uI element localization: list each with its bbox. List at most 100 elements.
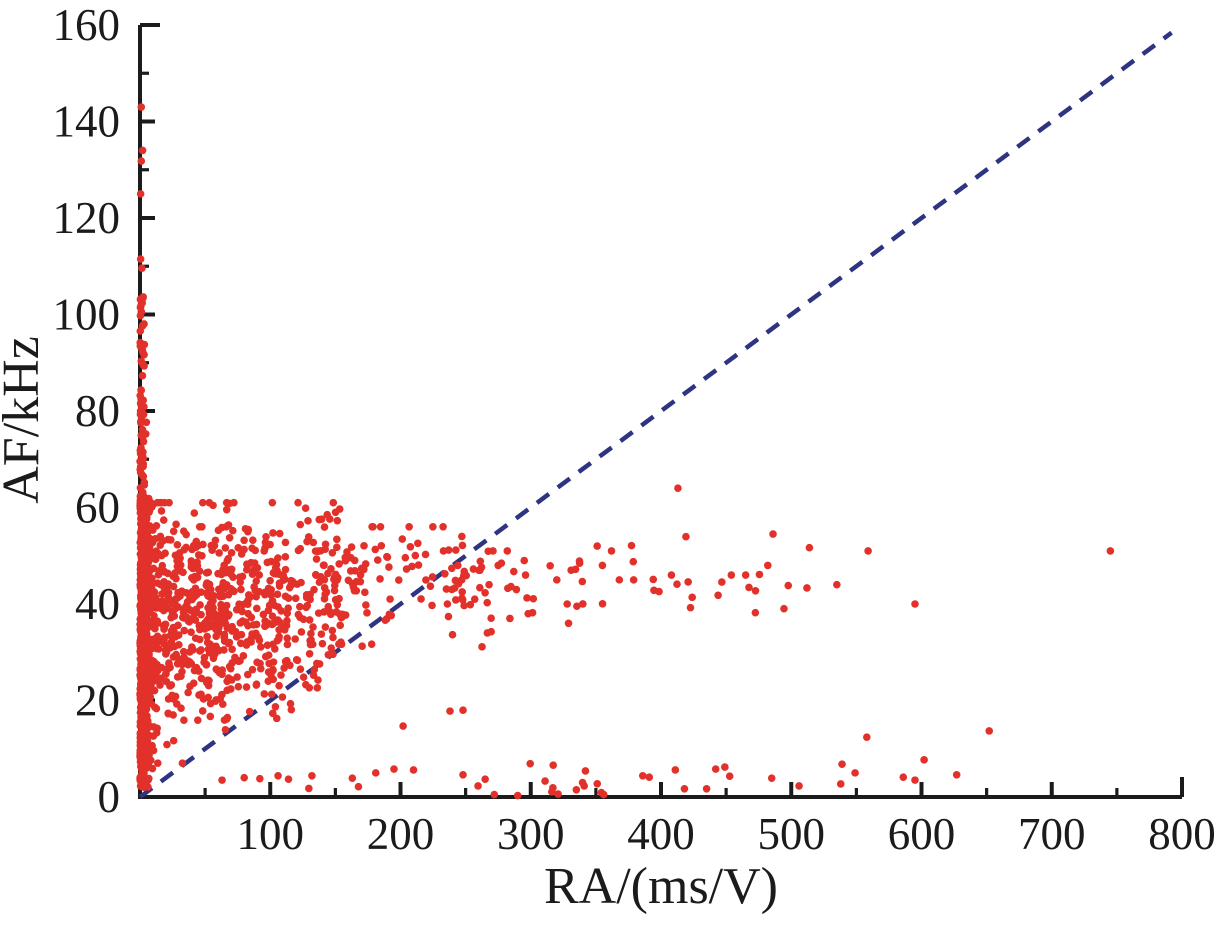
data-point xyxy=(193,716,202,724)
data-point xyxy=(333,600,342,609)
data-point xyxy=(442,585,451,593)
data-point xyxy=(271,645,279,653)
data-point xyxy=(156,580,165,589)
data-point xyxy=(221,544,230,552)
data-point xyxy=(275,570,284,579)
data-point xyxy=(318,639,327,648)
tick-labels-layer: 100 200 300 400 500 600 700 800 0 20 40 60 80 100 120 1… xyxy=(53,0,1216,859)
data-point xyxy=(277,671,285,679)
data-point xyxy=(202,589,211,597)
data-point xyxy=(343,548,351,556)
data-point xyxy=(146,756,155,765)
data-point xyxy=(347,543,356,551)
data-point xyxy=(314,609,323,617)
data-point xyxy=(629,576,638,584)
x-tick-label: 800 xyxy=(1148,809,1216,859)
data-point xyxy=(460,567,469,576)
data-point xyxy=(554,790,562,798)
data-point xyxy=(474,782,482,790)
data-point xyxy=(751,586,760,595)
data-point xyxy=(247,613,256,622)
data-point xyxy=(242,641,251,649)
data-point xyxy=(454,561,462,570)
data-point xyxy=(302,603,310,612)
data-point xyxy=(426,582,435,590)
data-point xyxy=(952,771,961,779)
data-point xyxy=(291,594,300,603)
data-point xyxy=(182,602,190,611)
data-point xyxy=(158,597,167,606)
data-point xyxy=(272,714,281,723)
data-point xyxy=(160,498,169,507)
data-point xyxy=(150,588,159,596)
data-point xyxy=(223,713,232,722)
data-point xyxy=(172,574,180,583)
data-point xyxy=(179,527,188,535)
data-point xyxy=(147,599,155,608)
data-point xyxy=(466,600,475,609)
data-point xyxy=(578,778,587,787)
data-point xyxy=(267,586,275,594)
data-point xyxy=(985,727,994,735)
data-point xyxy=(745,583,753,592)
data-point xyxy=(136,190,145,198)
data-point xyxy=(212,632,220,641)
data-point xyxy=(184,660,192,669)
data-point xyxy=(267,690,276,699)
data-point xyxy=(209,501,217,510)
data-point xyxy=(241,524,250,533)
data-point xyxy=(235,573,244,581)
data-point xyxy=(190,509,199,517)
data-point xyxy=(497,559,506,567)
data-point xyxy=(360,542,368,550)
data-point xyxy=(223,624,232,632)
data-point xyxy=(454,579,463,588)
data-point xyxy=(460,601,468,610)
data-point xyxy=(319,561,328,570)
data-point xyxy=(202,581,211,590)
data-point xyxy=(202,660,210,669)
data-point xyxy=(309,623,317,631)
data-point xyxy=(146,506,154,514)
data-point xyxy=(211,697,220,705)
data-point xyxy=(228,645,236,654)
data-point xyxy=(172,520,180,529)
data-point xyxy=(321,540,330,549)
x-tick-label: 400 xyxy=(627,809,695,859)
data-point xyxy=(197,610,205,619)
data-point xyxy=(193,573,202,582)
data-point xyxy=(414,539,422,548)
data-point xyxy=(444,546,453,554)
data-point xyxy=(428,601,436,610)
data-point xyxy=(401,553,410,562)
data-point xyxy=(219,565,227,574)
data-point xyxy=(321,623,330,631)
data-point xyxy=(409,766,418,774)
data-point xyxy=(198,707,207,715)
data-point xyxy=(164,665,172,673)
data-point xyxy=(184,688,192,697)
data-point xyxy=(688,593,696,602)
data-point xyxy=(333,535,341,544)
data-point xyxy=(417,595,425,603)
data-point xyxy=(192,537,201,546)
data-point xyxy=(458,588,467,596)
data-point xyxy=(152,729,161,737)
data-point xyxy=(598,561,607,570)
data-point xyxy=(227,584,235,593)
x-tick-label: 700 xyxy=(1018,809,1086,859)
data-point xyxy=(250,583,258,591)
data-point xyxy=(232,633,241,641)
data-point xyxy=(487,627,496,636)
data-point xyxy=(225,533,234,542)
data-point xyxy=(281,657,290,666)
data-point xyxy=(671,766,680,774)
data-point xyxy=(291,635,300,643)
data-point xyxy=(563,600,572,608)
data-point xyxy=(333,516,342,525)
data-point xyxy=(137,444,145,453)
data-point xyxy=(234,682,243,691)
data-point xyxy=(452,596,460,604)
data-point xyxy=(198,498,207,507)
data-point xyxy=(148,741,156,750)
